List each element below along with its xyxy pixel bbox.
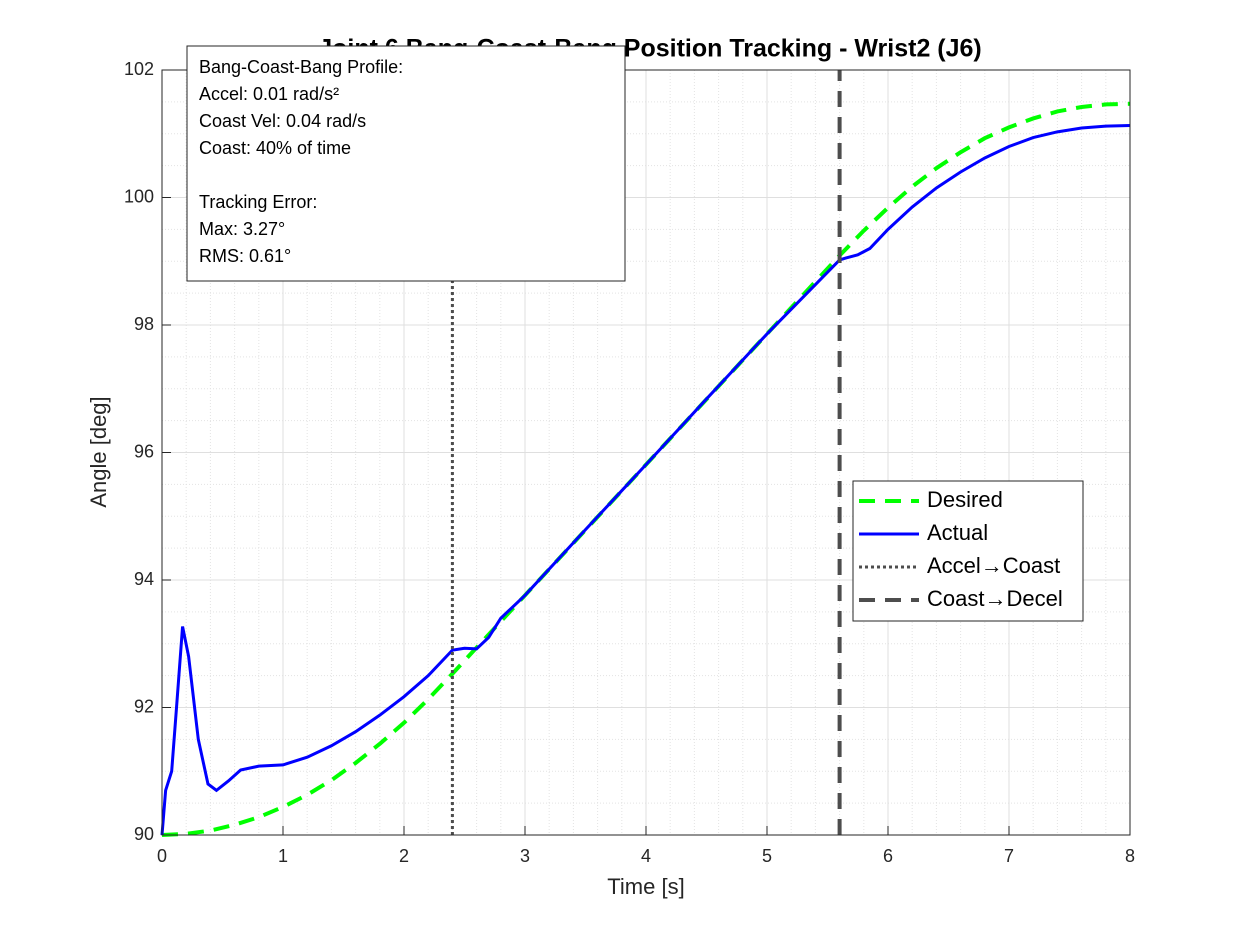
x-tick-label: 4 xyxy=(641,846,651,866)
x-tick-label: 3 xyxy=(520,846,530,866)
annotation-box xyxy=(186,45,626,282)
y-tick-label: 92 xyxy=(134,696,154,716)
y-tick-label: 90 xyxy=(134,824,154,844)
x-tick-label: 2 xyxy=(399,846,409,866)
plot-frame xyxy=(161,69,1131,836)
y-tick-label: 102 xyxy=(124,59,154,79)
y-tick-label: 98 xyxy=(134,314,154,334)
y-tick-label: 100 xyxy=(124,186,154,206)
annotation-line: Tracking Error: xyxy=(199,192,317,212)
annotation-line: Accel: 0.01 rad/s² xyxy=(199,84,339,104)
y-tick-label: 94 xyxy=(134,569,154,589)
y-tick-label: 96 xyxy=(134,441,154,461)
legend-label: Actual xyxy=(927,520,988,545)
x-axis-label: Time [s] xyxy=(607,874,684,899)
annotation-line: Coast Vel: 0.04 rad/s xyxy=(199,111,366,131)
annotation-line: Max: 3.27° xyxy=(199,219,285,239)
legend-box xyxy=(852,480,1084,622)
x-tick-label: 0 xyxy=(157,846,167,866)
x-tick-label: 6 xyxy=(883,846,893,866)
x-tick-label: 7 xyxy=(1004,846,1014,866)
annotation-line: RMS: 0.61° xyxy=(199,246,291,266)
series-line xyxy=(160,123,1131,836)
x-tick-label: 5 xyxy=(762,846,772,866)
legend-label: Desired xyxy=(927,487,1003,512)
x-tick-label: 8 xyxy=(1125,846,1135,866)
annotation-line: Coast: 40% of time xyxy=(199,138,351,158)
x-tick-label: 1 xyxy=(278,846,288,866)
legend-label: Accel→Coast xyxy=(927,553,1060,578)
annotation-line: Bang-Coast-Bang Profile: xyxy=(199,57,403,77)
legend-label: Coast→Decel xyxy=(927,586,1063,611)
y-axis-label: Angle [deg] xyxy=(86,396,111,507)
